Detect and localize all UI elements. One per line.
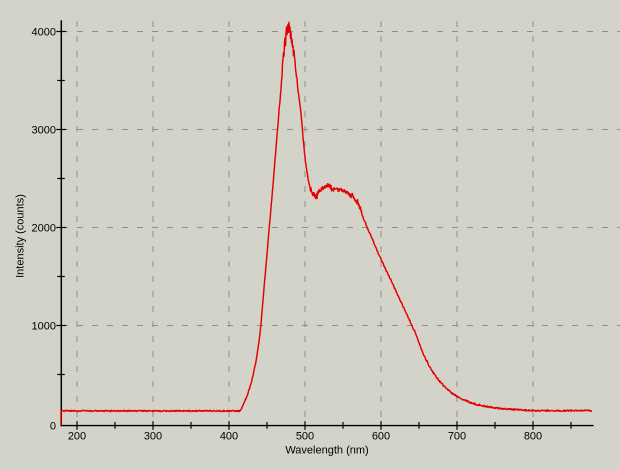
svg-text:4000: 4000 bbox=[32, 27, 56, 39]
svg-text:400: 400 bbox=[220, 431, 238, 443]
svg-text:300: 300 bbox=[144, 431, 162, 443]
svg-text:3000: 3000 bbox=[32, 125, 56, 137]
svg-text:200: 200 bbox=[68, 431, 86, 443]
svg-text:Wavelength (nm): Wavelength (nm) bbox=[285, 445, 368, 457]
svg-text:2000: 2000 bbox=[32, 223, 56, 235]
svg-text:600: 600 bbox=[372, 431, 390, 443]
svg-text:700: 700 bbox=[448, 431, 466, 443]
svg-text:0: 0 bbox=[50, 420, 56, 432]
svg-text:800: 800 bbox=[524, 431, 542, 443]
svg-text:1000: 1000 bbox=[32, 321, 56, 333]
svg-text:500: 500 bbox=[296, 431, 314, 443]
svg-text:Intensity (counts): Intensity (counts) bbox=[15, 194, 27, 278]
